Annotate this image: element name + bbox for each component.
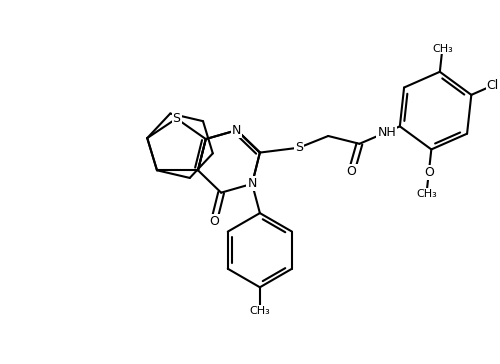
Text: CH₃: CH₃: [432, 44, 453, 54]
Text: N: N: [232, 124, 241, 137]
Text: CH₃: CH₃: [250, 306, 270, 316]
Text: S: S: [295, 141, 303, 154]
Text: O: O: [424, 166, 434, 179]
Text: O: O: [209, 214, 219, 228]
Text: S: S: [172, 112, 180, 125]
Text: CH₃: CH₃: [416, 189, 437, 199]
Text: NH: NH: [378, 126, 396, 139]
Text: Cl: Cl: [486, 79, 499, 92]
Text: O: O: [346, 165, 356, 178]
Text: N: N: [248, 177, 257, 190]
